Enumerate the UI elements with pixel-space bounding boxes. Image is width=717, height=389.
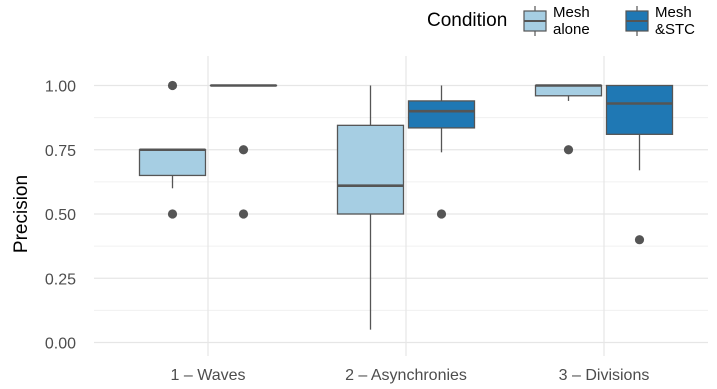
axis-layer: 0.00 0.25 0.50 0.75 1.00 1 – Waves 2 – Asynchr… [45, 79, 649, 385]
legend-title: Condition [427, 10, 507, 31]
outlier-point [436, 209, 447, 219]
y-tick-label: 0.00 [45, 336, 76, 353]
box-rect [534, 84, 603, 97]
legend-label-line2: &STC [655, 21, 695, 38]
box-1-2 [336, 85, 405, 330]
box-rect [407, 100, 476, 129]
y-tick-label: 0.25 [45, 271, 76, 288]
x-tick-label: 1 – Waves [171, 367, 246, 384]
box-rect [605, 84, 674, 135]
outlier-point [238, 145, 249, 155]
y-tick-label: 1.00 [45, 79, 76, 96]
box-2-3 [605, 84, 674, 245]
x-tick-label: 2 – Asynchronies [345, 367, 467, 384]
box-1-3 [534, 84, 603, 155]
box-1-1 [138, 80, 207, 219]
legend-label-line1: Mesh [553, 4, 590, 21]
outlier-point [563, 145, 574, 155]
legend-key-2: Mesh&STC [625, 4, 695, 38]
outlier-point [238, 209, 249, 219]
legend-label-line2: alone [553, 21, 590, 38]
y-axis-label: Precision [11, 175, 32, 253]
grid-layer [94, 56, 708, 356]
y-tick-label: 0.75 [45, 143, 76, 160]
box-layer [138, 80, 674, 330]
legend-label-line1: Mesh [655, 4, 692, 21]
y-tick-label: 0.50 [45, 207, 76, 224]
outlier-point [634, 235, 645, 245]
box-rect [336, 124, 405, 215]
box-2-2 [407, 85, 476, 219]
outlier-point [167, 209, 178, 219]
box-2-1 [209, 84, 278, 219]
box-rect [138, 149, 207, 177]
outlier-point [167, 80, 178, 91]
x-tick-label: 3 – Divisions [559, 367, 650, 384]
